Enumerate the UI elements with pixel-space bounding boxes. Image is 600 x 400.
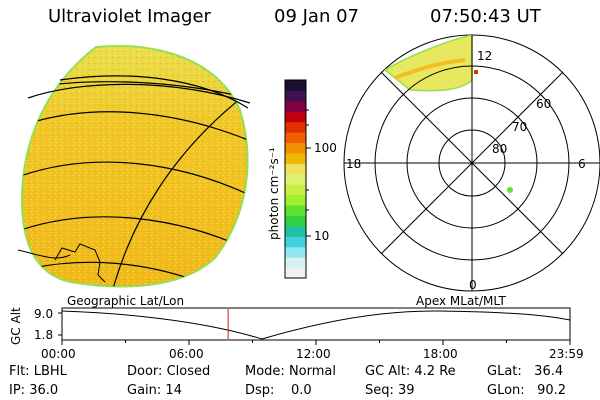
lat-label-80: 80 <box>492 142 507 156</box>
mlt-label-12: 12 <box>477 49 492 63</box>
colorbar: 100 10 photon cm⁻²s⁻¹ <box>267 79 337 279</box>
gcalt-value: 4.2 Re <box>414 364 456 379</box>
filter-label: Flt: LBHL <box>9 364 67 379</box>
gc-alt-ytick-top: 9.0 <box>34 307 53 321</box>
date-label: 09 Jan 07 <box>274 6 359 27</box>
glat-value: 36.4 <box>534 364 564 379</box>
xtick-2359: 23:59 <box>549 347 584 361</box>
colorbar-segment <box>285 236 306 248</box>
ip-label: IP: 36.0 <box>9 383 59 398</box>
colorbar-segment <box>285 246 306 258</box>
mlt-label-18: 18 <box>346 157 361 171</box>
colorbar-segment <box>285 257 306 269</box>
seq-value: 39 <box>398 383 415 398</box>
colorbar-segment <box>285 173 306 185</box>
coastline <box>17 249 71 259</box>
colorbar-segment <box>285 194 306 206</box>
xtick-0000: 00:00 <box>41 347 76 361</box>
colorbar-unit-label: photon cm⁻²s⁻¹ <box>267 147 281 240</box>
dsp-value: 0.0 <box>290 383 312 398</box>
colorbar-segment <box>285 215 306 227</box>
gc-alt-ytick-bottom: 1.8 <box>34 328 53 342</box>
colorbar-tick-10: 10 <box>314 229 329 243</box>
lat-label-60: 60 <box>536 97 551 111</box>
mlt-label-6: 6 <box>578 157 586 171</box>
filter-value: LBHL <box>33 364 67 379</box>
colorbar-segment <box>285 121 306 133</box>
colorbar-segment <box>285 142 306 154</box>
map-caption: Geographic Lat/Lon <box>67 294 184 308</box>
earth-disk-image <box>17 45 251 288</box>
orbit-altitude-curve <box>61 310 571 340</box>
glat-label: GLat: 36.4 <box>487 364 564 379</box>
colorbar-segment <box>285 132 306 144</box>
colorbar-segment <box>285 100 306 112</box>
gc-alt-plot: GC Alt 9.0 1.8 00:00 06:00 12:00 18:00 2… <box>9 307 584 361</box>
gain-label: Gain: 14 <box>127 383 182 398</box>
xtick-1800: 18:00 <box>423 347 458 361</box>
xtick-1200: 12:00 <box>296 347 331 361</box>
mode-value: Normal <box>288 364 336 379</box>
colorbar-segment <box>285 90 306 102</box>
mode-label: Mode: Normal <box>245 364 336 379</box>
lat-label-70: 70 <box>512 120 527 134</box>
xtick-0600: 06:00 <box>169 347 204 361</box>
colorbar-segment <box>285 163 306 175</box>
gc-alt-ylabel: GC Alt <box>9 307 23 345</box>
gain-value: 14 <box>165 383 182 398</box>
colorbar-segment <box>285 267 306 279</box>
glon-label: GLon: 90.2 <box>487 383 567 398</box>
colorbar-segment <box>285 80 306 91</box>
time-label: 07:50:43 UT <box>430 6 541 27</box>
door-label: Door: Closed <box>127 364 211 379</box>
polar-caption: Apex MLat/MLT <box>416 294 506 308</box>
aurora-spot <box>507 187 513 193</box>
app-title: Ultraviolet Imager <box>48 6 211 27</box>
colorbar-segment <box>285 184 306 196</box>
colorbar-segment <box>285 225 306 237</box>
polar-plot: 12 18 6 0 60 70 80 <box>343 34 600 292</box>
glon-value: 90.2 <box>537 383 567 398</box>
colorbar-segment <box>285 111 306 123</box>
colorbar-segment <box>285 205 306 216</box>
door-value: Closed <box>166 364 211 379</box>
dsp-label: Dsp: 0.0 <box>245 383 312 398</box>
seq-label: Seq: 39 <box>365 383 415 398</box>
ip-value: 36.0 <box>29 383 59 398</box>
mlt-label-0: 0 <box>469 278 477 292</box>
colorbar-tick-100: 100 <box>314 141 337 155</box>
colorbar-segment <box>285 152 306 164</box>
gcalt-label: GC Alt: 4.2 Re <box>365 364 456 379</box>
